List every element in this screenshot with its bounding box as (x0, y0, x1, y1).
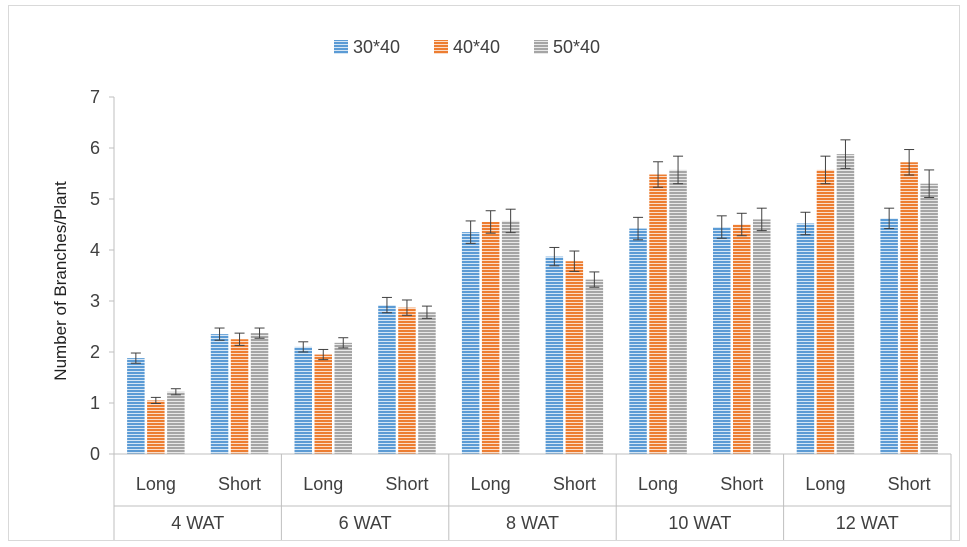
bar (294, 346, 312, 454)
x-category-label: Long (638, 474, 678, 494)
bar (713, 227, 731, 454)
bar (753, 219, 771, 454)
bar (398, 307, 416, 454)
x-group-label: 6 WAT (339, 513, 392, 533)
bar (669, 169, 687, 454)
y-tick-label: 1 (90, 393, 100, 413)
x-group-label: 4 WAT (171, 513, 224, 533)
bar (334, 342, 352, 454)
bar (565, 261, 584, 454)
chart-frame: 30*40 40*40 50*40 Number of Branches/Plant… (8, 5, 960, 541)
bar (649, 174, 667, 454)
legend-label: 50*40 (553, 37, 600, 57)
bar (501, 220, 520, 454)
x-category-label: Long (471, 474, 511, 494)
bar (796, 223, 815, 454)
y-tick-label: 4 (90, 240, 100, 260)
x-axis: Long Short Long Short Long Short Long Short Long… (113, 453, 952, 540)
y-tick-label: 0 (90, 444, 100, 464)
bar (920, 183, 938, 454)
bar (733, 224, 751, 454)
x-category-label: Short (553, 474, 596, 494)
bar (167, 391, 185, 454)
y-tick-label: 6 (90, 138, 100, 158)
bar (230, 339, 249, 454)
branches-per-plant-chart: 30*40 40*40 50*40 Number of Branches/Plant… (51, 37, 952, 540)
legend-label: 30*40 (353, 37, 400, 57)
legend: 30*40 40*40 50*40 (334, 37, 600, 57)
bar (127, 358, 145, 454)
y-tick-label: 5 (90, 189, 100, 209)
bar (418, 312, 436, 454)
y-axis: 0 1 2 3 4 5 6 7 (90, 87, 115, 464)
x-category-label: Short (218, 474, 261, 494)
bar (250, 333, 269, 454)
bar (545, 256, 564, 454)
bar (816, 169, 835, 454)
legend-label: 40*40 (453, 37, 500, 57)
y-tick-label: 2 (90, 342, 100, 362)
x-group-label: 12 WAT (836, 513, 899, 533)
x-category-label: Short (720, 474, 763, 494)
legend-swatch (534, 40, 548, 54)
bar (147, 400, 165, 454)
x-category-label: Long (136, 474, 176, 494)
bar (836, 154, 855, 454)
bar (585, 279, 604, 454)
x-group-label: 8 WAT (506, 513, 559, 533)
bar (314, 354, 332, 454)
x-category-label: Short (888, 474, 931, 494)
bar (900, 162, 918, 454)
y-axis-title: Number of Branches/Plant (51, 181, 70, 381)
bar (629, 228, 647, 454)
legend-swatch (334, 40, 348, 54)
x-group-label: 10 WAT (668, 513, 731, 533)
x-category-label: Long (303, 474, 343, 494)
y-tick-label: 3 (90, 291, 100, 311)
bar (481, 221, 500, 454)
bar (461, 232, 480, 454)
bar (880, 218, 898, 454)
bar (378, 305, 396, 454)
y-tick-label: 7 (90, 87, 100, 107)
bars (127, 139, 938, 454)
legend-swatch (434, 40, 448, 54)
x-category-label: Long (805, 474, 845, 494)
x-category-label: Short (385, 474, 428, 494)
bar (210, 334, 229, 454)
